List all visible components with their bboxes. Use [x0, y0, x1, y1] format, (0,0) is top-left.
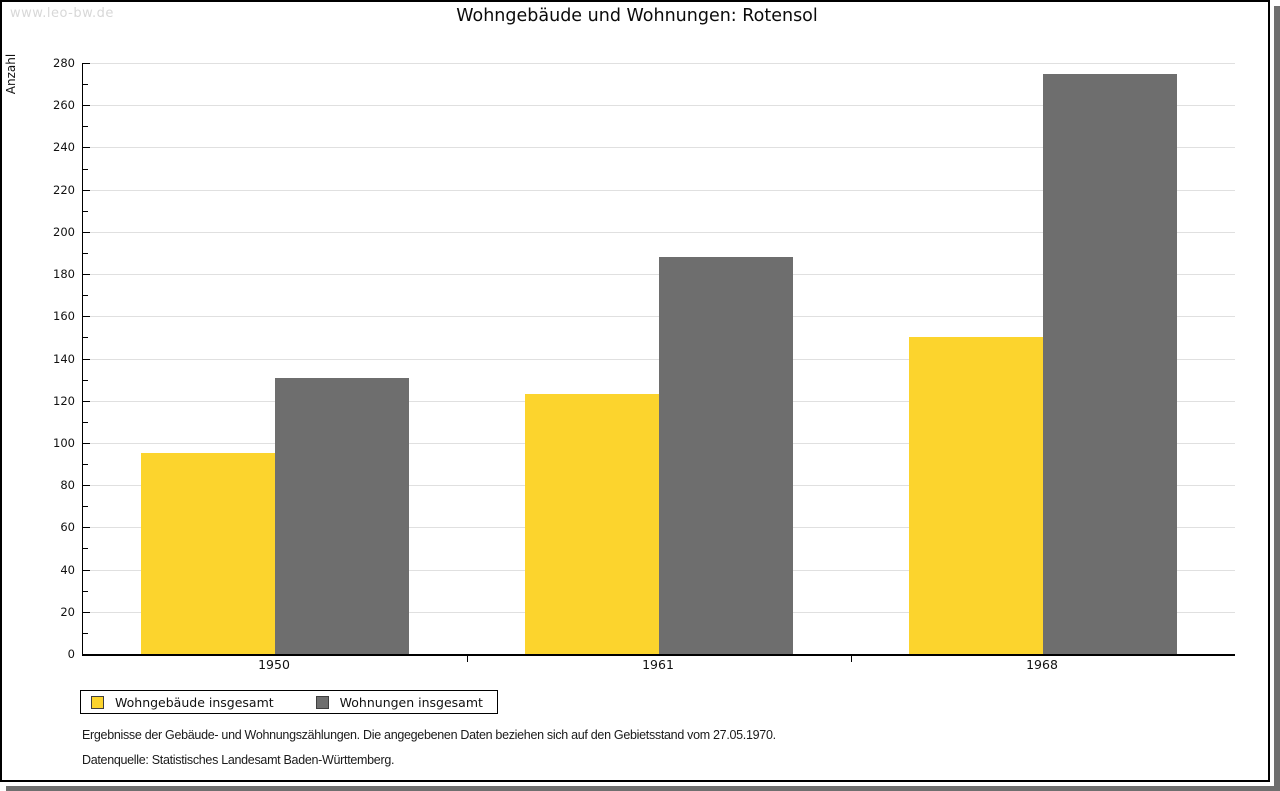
- y-tick-label: 280: [53, 56, 75, 70]
- bar-1961-wohngebaeude: [524, 394, 659, 654]
- y-axis-tick-labels: 0 20 40 60 80 100 120 140 160 180 200 220 240 260 280: [2, 57, 75, 660]
- y-tick-label: 80: [60, 478, 75, 493]
- y-tick-label: 220: [53, 182, 75, 197]
- y-minor-tick: [83, 295, 88, 297]
- y-minor-tick: [83, 210, 88, 212]
- y-major-tick: [83, 63, 90, 64]
- y-major-tick: [83, 569, 90, 571]
- frame-shadow-bottom: [6, 786, 1274, 791]
- y-major-tick: [83, 485, 90, 487]
- y-major-tick: [83, 274, 90, 276]
- x-axis-tick-labels: 1950 1961 1968: [82, 657, 1234, 675]
- gridline: [83, 147, 1235, 149]
- y-minor-tick: [83, 590, 88, 592]
- gridline: [83, 105, 1235, 107]
- legend-label: Wohnungen insgesamt: [339, 694, 483, 710]
- y-tick-label: 60: [60, 520, 75, 535]
- x-tick-label: 1950: [258, 657, 290, 672]
- y-minor-tick: [83, 337, 88, 339]
- plot-area: [82, 63, 1235, 662]
- x-tick-label: 1961: [642, 657, 674, 672]
- y-tick-label: 260: [53, 98, 75, 113]
- y-minor-tick: [83, 464, 88, 466]
- legend-swatch-gray-icon: [315, 695, 329, 709]
- bar-1961-wohnungen: [659, 257, 794, 654]
- y-tick-label: 120: [53, 393, 75, 408]
- gridline: [83, 231, 1235, 233]
- legend-item-wohnungen: Wohnungen insgesamt: [315, 694, 483, 710]
- y-major-tick: [83, 400, 90, 402]
- y-minor-tick: [83, 506, 88, 508]
- bar-1950-wohnungen: [275, 377, 410, 654]
- y-tick-label: 160: [53, 309, 75, 324]
- y-major-tick: [83, 231, 90, 233]
- legend-label: Wohngebäude insgesamt: [115, 694, 274, 710]
- gridline: [83, 63, 1235, 64]
- legend-item-wohngebaeude: Wohngebäude insgesamt: [91, 695, 274, 710]
- watermark-text: www.leo-bw.de: [10, 6, 114, 21]
- gridline: [83, 189, 1235, 191]
- y-major-tick: [83, 147, 90, 149]
- y-major-tick: [83, 611, 90, 613]
- x-separator-tick: [467, 656, 468, 662]
- y-minor-tick: [83, 252, 88, 254]
- y-tick-label: 20: [60, 604, 75, 619]
- y-tick-label: 100: [53, 435, 75, 450]
- chart-title: Wohngebäude und Wohnungen: Rotensol: [456, 6, 818, 26]
- y-major-tick: [83, 316, 90, 318]
- y-major-tick: [83, 442, 90, 444]
- y-tick-label: 180: [53, 267, 75, 282]
- y-minor-tick: [83, 548, 88, 550]
- bar-1968-wohngebaeude: [908, 337, 1043, 654]
- frame-shadow-right: [1274, 6, 1280, 791]
- y-minor-tick: [83, 632, 88, 634]
- x-separator-tick: [851, 656, 852, 662]
- y-minor-tick: [83, 84, 88, 86]
- y-minor-tick: [83, 126, 88, 128]
- y-tick-label: 40: [60, 562, 75, 577]
- y-tick-label: 140: [53, 351, 75, 366]
- y-minor-tick: [83, 421, 88, 423]
- y-minor-tick: [83, 168, 88, 170]
- y-tick-label: 0: [67, 647, 75, 661]
- y-tick-label: 240: [53, 140, 75, 155]
- footnote-source-note: Ergebnisse der Gebäude- und Wohnungszähl…: [82, 728, 776, 742]
- y-major-tick: [83, 105, 90, 107]
- legend: Wohngebäude insgesamt Wohnungen insgesam…: [80, 690, 498, 714]
- y-tick-label: 200: [53, 224, 75, 239]
- footnotes: Ergebnisse der Gebäude- und Wohnungszähl…: [82, 728, 1182, 778]
- y-minor-tick: [83, 379, 88, 381]
- y-major-tick: [83, 189, 90, 191]
- bar-1950-wohngebaeude: [140, 453, 275, 654]
- footnote-data-source: Datenquelle: Statistisches Landesamt Bad…: [82, 753, 395, 767]
- legend-swatch-yellow-icon: [91, 695, 104, 709]
- bar-1968-wohnungen: [1043, 73, 1178, 654]
- y-major-tick: [83, 527, 90, 529]
- x-tick-label: 1968: [1026, 657, 1058, 672]
- y-major-tick: [83, 358, 90, 360]
